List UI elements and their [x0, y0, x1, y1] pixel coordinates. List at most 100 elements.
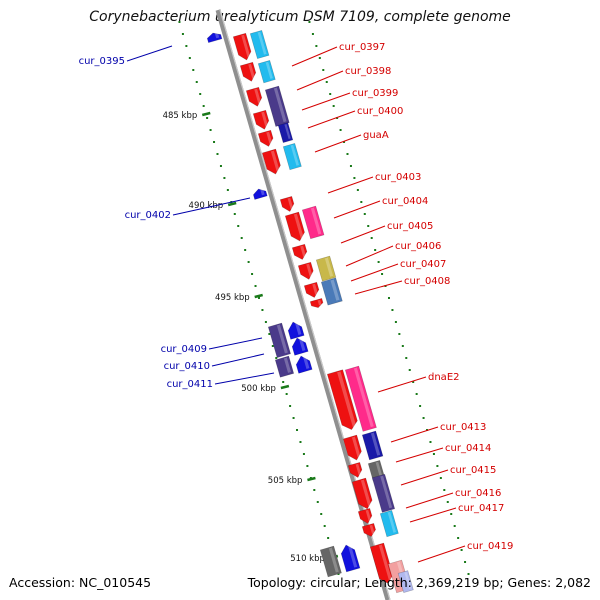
reverse-gene: [253, 188, 268, 200]
gene-label: cur_0399: [352, 88, 398, 99]
gene-label: cur_0409: [161, 344, 207, 355]
forward-gene: [245, 86, 263, 107]
gene-label: cur_0405: [387, 221, 433, 232]
gene-label: cur_0395: [79, 56, 125, 67]
forward-gene: [309, 297, 324, 309]
forward-gene: [252, 109, 270, 130]
kbp-tick-label: 490 kbp: [189, 201, 224, 211]
gene-label-leader: [211, 353, 265, 367]
gene-label-leader: [400, 469, 449, 486]
gene-label-leader: [208, 337, 263, 350]
gene-label-leader: [350, 263, 399, 282]
kbp-tick-mark: [280, 384, 290, 390]
kbp-tick-label: 495 kbp: [215, 293, 250, 303]
gene-label: cur_0410: [164, 361, 210, 372]
forward-gene: [347, 461, 363, 478]
kbp-tick-label: 485 kbp: [163, 111, 198, 121]
reverse-gene: [291, 337, 309, 356]
forward-gene: [351, 477, 373, 510]
forward-gene: [257, 129, 274, 147]
forward-gene: [232, 32, 252, 61]
gene-label-leader: [390, 426, 439, 443]
genome-title: Corynebacterium urealyticum DSM 7109, co…: [89, 9, 511, 25]
gene-label: cur_0402: [125, 210, 171, 221]
gene-label-leader: [126, 45, 173, 62]
gene-label: cur_0404: [382, 196, 428, 207]
forward-gene: [344, 365, 377, 432]
gene-label-leader: [214, 372, 275, 385]
forward-gene: [361, 430, 384, 461]
gene-label-leader: [417, 545, 466, 563]
genome-summary-text: Topology: circular; Length: 2,369,219 bp…: [247, 575, 591, 590]
forward-gene: [301, 205, 325, 240]
gene-label-leader: [405, 492, 454, 509]
reverse-gene: [340, 544, 361, 573]
gene-label-leader: [340, 225, 386, 244]
gene-label-leader: [301, 92, 351, 111]
forward-gene: [284, 211, 305, 242]
forward-gene: [342, 434, 362, 461]
gene-label: cur_0415: [450, 465, 496, 476]
gene-label-leader: [409, 507, 457, 523]
gene-label: cur_0397: [339, 42, 385, 53]
gene-label: dnaE2: [428, 372, 460, 383]
gene-label-leader: [296, 70, 344, 91]
gene-label-leader: [354, 280, 403, 295]
gene-label: cur_0398: [345, 66, 391, 77]
forward-gene: [326, 369, 358, 431]
forward-gene: [369, 542, 394, 584]
forward-gene: [361, 522, 376, 537]
gene-label: cur_0417: [458, 503, 504, 514]
kbp-tick-mark: [307, 476, 316, 482]
forward-gene: [371, 473, 396, 513]
forward-gene: [357, 507, 373, 524]
forward-gene: [291, 243, 308, 260]
forward-gene: [279, 195, 295, 212]
forward-gene: [239, 61, 257, 82]
kbp-tick-label: 510 kbp: [290, 554, 325, 564]
kbp-tick-label: 500 kbp: [241, 384, 276, 394]
forward-gene: [261, 148, 281, 175]
forward-gene: [320, 277, 343, 306]
forward-gene: [282, 142, 302, 171]
gene-label-leader: [395, 447, 444, 463]
kbp-tick-mark: [254, 293, 263, 299]
gene-label: cur_0408: [404, 276, 450, 287]
forward-gene: [257, 59, 276, 84]
gene-label-leader: [333, 200, 381, 219]
gene-label-leader: [327, 176, 374, 194]
gene-label: cur_0400: [357, 106, 403, 117]
gene-label-leader: [377, 376, 427, 393]
kbp-tick-label: 505 kbp: [268, 476, 303, 486]
forward-gene: [249, 29, 270, 60]
gene-label: cur_0416: [455, 488, 501, 499]
kbp-tick-mark: [227, 201, 237, 207]
gene-label-leader: [172, 197, 251, 216]
forward-gene: [397, 570, 414, 593]
forward-gene: [264, 85, 290, 127]
reverse-gene: [319, 545, 342, 578]
gene-label: cur_0414: [445, 443, 491, 454]
kbp-tick-mark: [201, 111, 211, 117]
gene-label-leader: [291, 46, 338, 67]
forward-gene: [297, 261, 314, 280]
gene-label: guaA: [363, 130, 389, 141]
gene-label: cur_0407: [400, 259, 446, 270]
gene-label-leader: [314, 134, 362, 153]
gene-label: cur_0403: [375, 172, 421, 183]
reverse-gene: [206, 32, 223, 43]
accession-text: Accession: NC_010545: [9, 575, 152, 590]
tick-track: [178, 21, 340, 575]
gene-label-leader: [345, 245, 394, 267]
gene-label: cur_0419: [467, 541, 513, 552]
forward-gene: [315, 255, 337, 282]
reverse-gene: [287, 321, 305, 340]
forward-gene: [379, 509, 399, 538]
gene-label: cur_0413: [440, 422, 486, 433]
gene-label: cur_0411: [167, 379, 213, 390]
reverse-gene: [267, 322, 291, 359]
reverse-gene: [295, 355, 313, 374]
forward-gene: [277, 122, 294, 144]
gene-label-leader: [307, 110, 356, 129]
